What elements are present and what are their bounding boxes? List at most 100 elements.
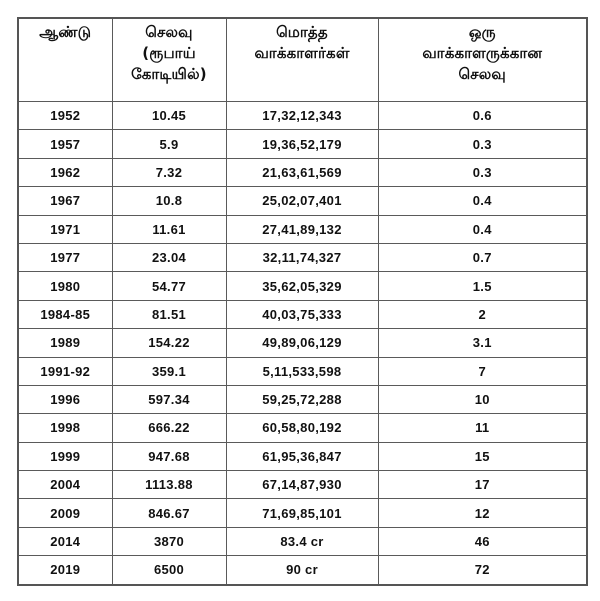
expenditure-cell: 846.67 [111,498,227,528]
year-cell: 1998 [17,413,113,443]
expenditure-cell: 1113.88 [111,470,227,500]
table-row: 1962 7.32 21,63,61,569 0.3 [17,157,588,188]
election-expenditure-table: ஆண்டு செலவு (ரூபாய் கோடியில்) மொத்த வாக்… [17,17,588,586]
total-voters-cell: 67,14,87,930 [225,470,379,500]
header-total-voters-line-2: வாக்காளர்கள் [254,44,350,62]
cost-per-voter-cell: 17 [377,470,588,500]
cost-per-voter-cell: 15 [377,441,588,472]
table-row: 2009 846.67 71,69,85,101 12 [17,498,588,528]
header-year: ஆண்டு [17,17,113,102]
header-cost-per-voter-line-2: வாக்காளருக்கான [422,44,543,62]
total-voters-cell: 21,63,61,569 [225,157,379,188]
header-year-line: ஆண்டு [39,23,92,41]
table-row: 2004 1113.88 67,14,87,930 17 [17,470,588,500]
expenditure-cell: 359.1 [111,356,227,386]
year-cell: 1996 [17,384,113,415]
table-row: 1996 597.34 59,25,72,288 10 [17,384,588,415]
expenditure-cell: 597.34 [111,384,227,415]
total-voters-cell: 17,32,12,343 [225,100,379,131]
expenditure-cell: 11.61 [111,214,227,244]
cost-per-voter-cell: 12 [377,498,588,528]
cost-per-voter-cell: 1.5 [377,271,588,301]
table-row: 1952 10.45 17,32,12,343 0.6 [17,100,588,131]
total-voters-cell: 40,03,75,333 [225,299,379,330]
year-cell: 2009 [17,498,113,528]
cost-per-voter-cell: 7 [377,356,588,386]
table-row: 1984-85 81.51 40,03,75,333 2 [17,299,588,330]
header-row: ஆண்டு செலவு (ரூபாய் கோடியில்) மொத்த வாக்… [17,17,588,102]
cost-per-voter-cell: 2 [377,299,588,330]
year-cell: 1989 [17,328,113,358]
year-cell: 1991-92 [17,356,113,386]
expenditure-cell: 947.68 [111,441,227,472]
cost-per-voter-cell: 72 [377,555,588,586]
total-voters-cell: 32,11,74,327 [225,242,379,273]
year-cell: 2004 [17,470,113,500]
year-cell: 1984-85 [17,299,113,330]
expenditure-cell: 10.45 [111,100,227,131]
table-row: 1998 666.22 60,58,80,192 11 [17,413,588,443]
table-body: 1952 10.45 17,32,12,343 0.6 1957 5.9 19,36,52,… [17,100,588,586]
cost-per-voter-cell: 11 [377,413,588,443]
table-row: 1991-92 359.1 5,11,533,598 7 [17,356,588,386]
cost-per-voter-cell: 3.1 [377,328,588,358]
total-voters-cell: 27,41,89,132 [225,214,379,244]
header-expenditure-line-3: கோடியில்) [131,65,207,83]
table-row: 1957 5.9 19,36,52,179 0.3 [17,129,588,159]
table-row: 1971 11.61 27,41,89,132 0.4 [17,214,588,244]
cost-per-voter-cell: 0.3 [377,129,588,159]
cost-per-voter-cell: 0.6 [377,100,588,131]
table-row: 1967 10.8 25,02,07,401 0.4 [17,186,588,216]
table-row: 1999 947.68 61,95,36,847 15 [17,441,588,472]
header-expenditure: செலவு (ரூபாய் கோடியில்) [111,17,227,102]
table-row: 2014 3870 83.4 cr 46 [17,526,588,557]
expenditure-cell: 3870 [111,526,227,557]
year-cell: 2014 [17,526,113,557]
table-row: 1989 154.22 49,89,06,129 3.1 [17,328,588,358]
year-cell: 1962 [17,157,113,188]
header-total-voters-line-1: மொத்த [276,23,328,41]
header-expenditure-line-1: செலவு [145,23,193,41]
year-cell: 1967 [17,186,113,216]
header-cost-per-voter-line-3: செலவு [458,65,506,83]
total-voters-cell: 83.4 cr [225,526,379,557]
year-cell: 1977 [17,242,113,273]
table-row: 1977 23.04 32,11,74,327 0.7 [17,242,588,273]
total-voters-cell: 25,02,07,401 [225,186,379,216]
header-expenditure-line-2: (ரூபாய் [142,44,196,62]
expenditure-cell: 81.51 [111,299,227,330]
header-total-voters: மொத்த வாக்காளர்கள் [225,17,379,102]
total-voters-cell: 61,95,36,847 [225,441,379,472]
header-cost-per-voter-line-1: ஒரு [468,23,496,41]
year-cell: 1999 [17,441,113,472]
year-cell: 1957 [17,129,113,159]
table-row: 1980 54.77 35,62,05,329 1.5 [17,271,588,301]
expenditure-cell: 5.9 [111,129,227,159]
expenditure-cell: 154.22 [111,328,227,358]
total-voters-cell: 71,69,85,101 [225,498,379,528]
expenditure-cell: 10.8 [111,186,227,216]
expenditure-cell: 7.32 [111,157,227,188]
cost-per-voter-cell: 0.4 [377,186,588,216]
expenditure-cell: 54.77 [111,271,227,301]
table-row: 2019 6500 90 cr 72 [17,555,588,586]
cost-per-voter-cell: 0.4 [377,214,588,244]
expenditure-cell: 6500 [111,555,227,586]
header-cost-per-voter: ஒரு வாக்காளருக்கான செலவு [377,17,588,102]
total-voters-cell: 35,62,05,329 [225,271,379,301]
year-cell: 1952 [17,100,113,131]
total-voters-cell: 19,36,52,179 [225,129,379,159]
total-voters-cell: 60,58,80,192 [225,413,379,443]
expenditure-cell: 23.04 [111,242,227,273]
cost-per-voter-cell: 46 [377,526,588,557]
total-voters-cell: 59,25,72,288 [225,384,379,415]
total-voters-cell: 49,89,06,129 [225,328,379,358]
total-voters-cell: 5,11,533,598 [225,356,379,386]
cost-per-voter-cell: 10 [377,384,588,415]
cost-per-voter-cell: 0.7 [377,242,588,273]
table-header: ஆண்டு செலவு (ரூபாய் கோடியில்) மொத்த வாக்… [17,17,588,102]
total-voters-cell: 90 cr [225,555,379,586]
year-cell: 1980 [17,271,113,301]
year-cell: 1971 [17,214,113,244]
cost-per-voter-cell: 0.3 [377,157,588,188]
